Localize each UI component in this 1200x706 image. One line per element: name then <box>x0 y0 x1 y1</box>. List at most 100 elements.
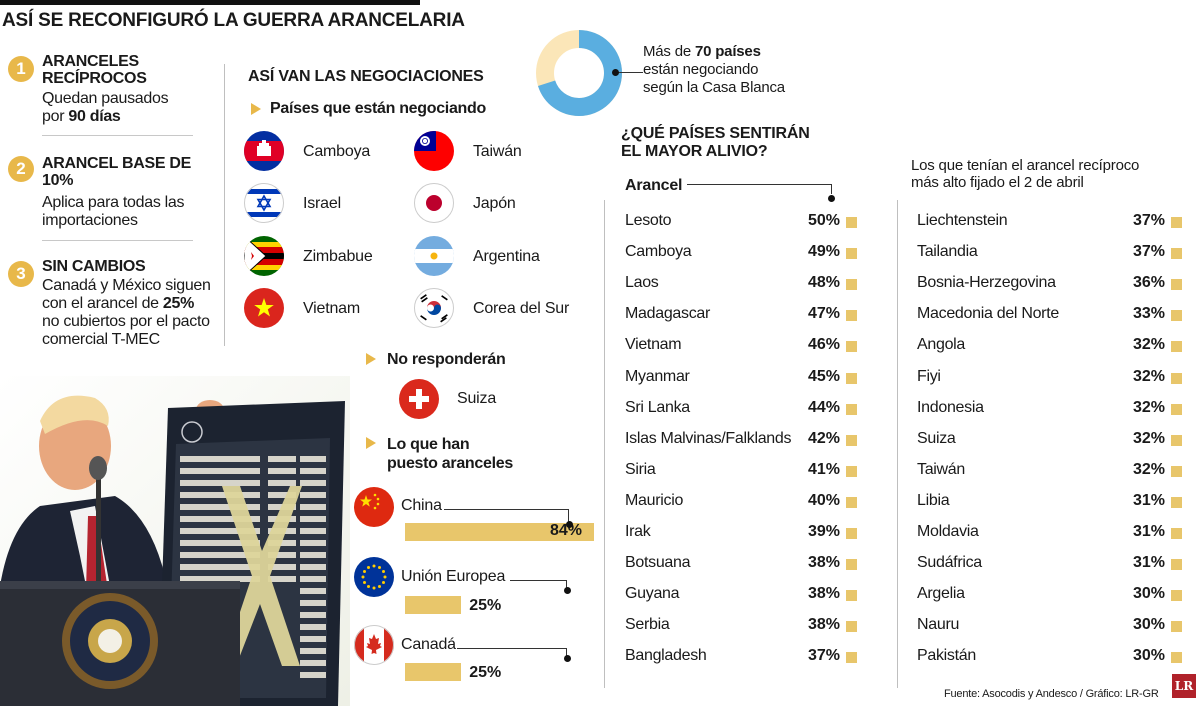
table-row-name: Argelia <box>917 585 965 603</box>
triangle-bullet-icon <box>366 353 376 365</box>
table-row-name: Vietnam <box>625 336 682 354</box>
bar-leader-dot <box>564 655 571 662</box>
bar-category-label: Unión Europea <box>401 568 506 585</box>
table-row-value: 46% <box>807 336 840 354</box>
step-3-text: Canadá y México siguen con el arancel de… <box>42 277 211 348</box>
table-row-value: 39% <box>807 523 840 540</box>
table-row-name: Nauru <box>917 616 960 634</box>
table-row-name: Taiwán <box>917 460 966 478</box>
bar-category-label: China <box>401 497 442 514</box>
eu-flag-icon <box>354 557 394 597</box>
column-divider <box>224 64 225 346</box>
donut-leader-line <box>616 72 643 73</box>
country-label: Camboya <box>303 143 371 160</box>
donut-caption: Más de 70 países están negociando según … <box>643 43 785 96</box>
table-row-value: 32% <box>1132 460 1165 478</box>
table-row-name: Myanmar <box>625 367 690 385</box>
step-2-text: Aplica para todas las importaciones <box>42 194 185 229</box>
table-row-marker <box>1171 496 1182 508</box>
arancel-leader-line <box>687 184 832 194</box>
step-2-title: ARANCEL BASE DE 10% <box>42 155 192 189</box>
negotiations-title: ASÍ VAN LAS NEGOCIACIONES <box>248 68 484 85</box>
table-row-name: Suiza <box>917 429 956 447</box>
arancel-leader-dot <box>828 195 835 202</box>
table-row-marker <box>1171 528 1182 539</box>
table-row-name: Tailandia <box>917 243 978 261</box>
bar <box>405 663 462 681</box>
table-row-value: 32% <box>1132 336 1165 354</box>
table-row-marker <box>846 341 857 353</box>
cambodia-flag-icon <box>244 131 284 171</box>
table-row-value: 49% <box>807 243 840 261</box>
table-row-marker <box>1171 217 1182 228</box>
table-row-value: 47% <box>807 305 840 323</box>
no-response-label: No responderán <box>387 351 506 368</box>
table-row-value: 38% <box>807 616 840 634</box>
table-row-value: 42% <box>807 429 840 447</box>
table-row-marker <box>1171 590 1182 602</box>
table-row-value: 37% <box>1132 212 1165 229</box>
step-1-number: 1 <box>8 56 34 82</box>
column-divider <box>897 200 898 688</box>
table-row-value: 30% <box>1132 585 1165 603</box>
table-row-name: Angola <box>917 336 966 354</box>
canada-flag-icon <box>354 625 394 665</box>
country-label: Corea del Sur <box>473 300 570 317</box>
table-row-name: Pakistán <box>917 647 976 665</box>
table-row-marker <box>1171 465 1182 477</box>
table-row-marker <box>1171 248 1182 260</box>
table-row-marker <box>846 465 857 477</box>
table-row-marker <box>846 279 857 291</box>
press-photo <box>0 376 350 706</box>
table-row-value: 38% <box>807 585 840 603</box>
table-row-name: Libia <box>917 491 950 509</box>
table-row-value: 45% <box>807 367 840 385</box>
table-row-marker <box>846 310 857 322</box>
table-row-marker <box>1171 621 1182 633</box>
bar-category-label: Canadá <box>401 636 456 653</box>
country-label: Vietnam <box>303 300 361 317</box>
step-3-title: SIN CAMBIOS <box>42 258 146 275</box>
country-label: Japón <box>473 195 516 212</box>
table-row-value: 50% <box>807 212 840 229</box>
step-2-number: 2 <box>8 156 34 182</box>
table-row-marker <box>846 217 857 228</box>
step-1-text: Quedan pausados por 90 días <box>42 90 169 125</box>
table-row-name: Camboya <box>625 243 692 261</box>
step-divider <box>42 135 193 136</box>
table-row-value: 30% <box>1132 647 1165 665</box>
table-row-marker <box>1171 372 1182 384</box>
table-row-name: Serbia <box>625 616 670 634</box>
tariffs-label: Lo que han puesto aranceles <box>387 436 513 472</box>
lr-logo: LR <box>1172 674 1196 698</box>
bar-leader-line <box>457 648 567 658</box>
bar-leader-line <box>510 580 567 590</box>
column-divider <box>604 200 605 688</box>
table-row-marker <box>846 559 857 571</box>
step-1-title: ARANCELES RECÍPROCOS <box>42 53 147 87</box>
table-row-marker <box>846 248 857 260</box>
table-row-marker <box>846 621 857 633</box>
bar <box>405 596 462 614</box>
table-row-name: Indonesia <box>917 398 984 416</box>
table-row-name: Botsuana <box>625 554 691 572</box>
table-row-name: Moldavia <box>917 523 979 540</box>
table-row-value: 38% <box>807 554 840 572</box>
step-3-number: 3 <box>8 261 34 287</box>
table-row-value: 31% <box>1132 554 1165 572</box>
triangle-bullet-icon <box>251 103 261 115</box>
taiwan-flag-icon <box>414 131 454 171</box>
table-row-name: Liechtenstein <box>917 212 1008 229</box>
donut-leader-dot <box>612 69 619 76</box>
table-row-marker <box>846 434 857 446</box>
table-row-value: 37% <box>807 647 840 665</box>
country-label: Argentina <box>473 248 540 265</box>
no-response-country: Suiza <box>457 390 497 407</box>
table-row-marker <box>846 372 857 384</box>
table-row-value: 31% <box>1132 491 1165 509</box>
table-row-name: Madagascar <box>625 305 711 323</box>
table-row-marker <box>1171 434 1182 446</box>
table-row-value: 41% <box>807 460 840 478</box>
country-label: Israel <box>303 195 341 212</box>
source-note: Fuente: Asocodis y Andesco / Gráfico: LR… <box>944 688 1159 700</box>
